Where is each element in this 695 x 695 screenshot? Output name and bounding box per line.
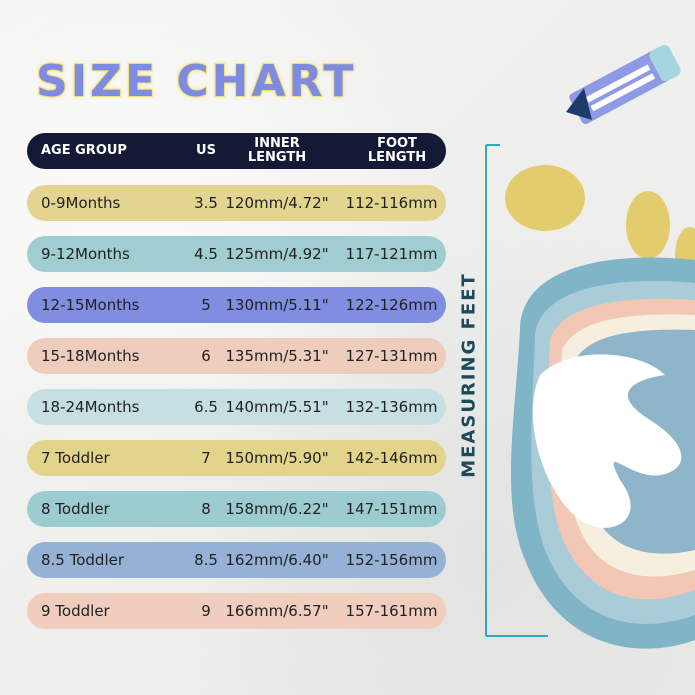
cell-age-group: 9 Toddler bbox=[41, 602, 110, 620]
cell-us: 6.5 bbox=[194, 398, 218, 416]
cell-inner-length: 140mm/5.51" bbox=[225, 398, 329, 416]
cell-age-group: 12-15Months bbox=[41, 296, 140, 314]
cell-foot-length: 147-151mm bbox=[345, 500, 438, 518]
cell-foot-length: 122-126mm bbox=[345, 296, 438, 314]
table-row: 9 Toddler 9 166mm/6.57" 157-161mm bbox=[27, 593, 446, 629]
big-toe bbox=[505, 165, 585, 231]
header-inner-length: INNER LENGTH bbox=[247, 136, 307, 165]
cell-foot-length: 157-161mm bbox=[345, 602, 438, 620]
cell-foot-length: 112-116mm bbox=[345, 194, 438, 212]
cell-inner-length: 150mm/5.90" bbox=[225, 449, 329, 467]
cell-age-group: 0-9Months bbox=[41, 194, 121, 212]
table-row: 8.5 Toddler 8.5 162mm/6.40" 152-156mm bbox=[27, 542, 446, 578]
cell-age-group: 15-18Months bbox=[41, 347, 140, 365]
cell-us: 9 bbox=[201, 602, 211, 620]
cell-age-group: 9-12Months bbox=[41, 245, 130, 263]
toe bbox=[626, 191, 670, 259]
cell-age-group: 8 Toddler bbox=[41, 500, 110, 518]
table-row: 15-18Months 6 135mm/5.31" 127-131mm bbox=[27, 338, 446, 374]
foot-sole bbox=[510, 257, 695, 649]
table-row: 0-9Months 3.5 120mm/4.72" 112-116mm bbox=[27, 185, 446, 221]
cell-us: 7 bbox=[201, 449, 211, 467]
header-us: US bbox=[196, 143, 216, 158]
cell-inner-length: 158mm/6.22" bbox=[225, 500, 329, 518]
cell-inner-length: 135mm/5.31" bbox=[225, 347, 329, 365]
cell-foot-length: 132-136mm bbox=[345, 398, 438, 416]
cell-inner-length: 130mm/5.11" bbox=[225, 296, 329, 314]
cell-foot-length: 117-121mm bbox=[345, 245, 438, 263]
cell-foot-length: 142-146mm bbox=[345, 449, 438, 467]
table-row: 12-15Months 5 130mm/5.11" 122-126mm bbox=[27, 287, 446, 323]
cell-inner-length: 162mm/6.40" bbox=[225, 551, 329, 569]
cell-us: 5 bbox=[201, 296, 211, 314]
cell-age-group: 7 Toddler bbox=[41, 449, 110, 467]
ruler-line bbox=[485, 144, 548, 637]
cell-age-group: 8.5 Toddler bbox=[41, 551, 125, 569]
cell-foot-length: 152-156mm bbox=[345, 551, 438, 569]
cell-foot-length: 127-131mm bbox=[345, 347, 438, 365]
cell-age-group: 18-24Months bbox=[41, 398, 140, 416]
cell-us: 4.5 bbox=[194, 245, 218, 263]
table-row: 9-12Months 4.5 125mm/4.92" 117-121mm bbox=[27, 236, 446, 272]
cell-inner-length: 120mm/4.72" bbox=[225, 194, 329, 212]
cell-us: 3.5 bbox=[194, 194, 218, 212]
cell-us: 6 bbox=[201, 347, 211, 365]
header-foot-length: FOOT LENGTH bbox=[367, 136, 427, 165]
cell-us: 8 bbox=[201, 500, 211, 518]
page-title: SIZE CHART bbox=[35, 55, 357, 108]
cell-inner-length: 125mm/4.92" bbox=[225, 245, 329, 263]
header-age-group: AGE GROUP bbox=[41, 143, 127, 158]
table-row: 18-24Months 6.5 140mm/5.51" 132-136mm bbox=[27, 389, 446, 425]
table-header: AGE GROUP US INNER LENGTH FOOT LENGTH bbox=[27, 133, 446, 169]
measuring-feet-label: MEASURING FEET bbox=[458, 272, 480, 478]
pencil-icon bbox=[566, 44, 681, 125]
cell-inner-length: 166mm/6.57" bbox=[225, 602, 329, 620]
cell-us: 8.5 bbox=[194, 551, 218, 569]
table-row: 7 Toddler 7 150mm/5.90" 142-146mm bbox=[27, 440, 446, 476]
table-row: 8 Toddler 8 158mm/6.22" 147-151mm bbox=[27, 491, 446, 527]
